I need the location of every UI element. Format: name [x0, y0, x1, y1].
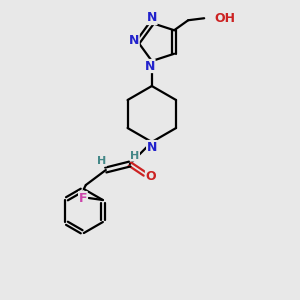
Text: O: O	[146, 169, 156, 182]
Text: F: F	[79, 191, 87, 205]
Text: N: N	[147, 140, 157, 154]
Text: N: N	[129, 34, 139, 46]
Text: H: H	[130, 151, 140, 161]
Text: N: N	[145, 59, 155, 73]
Text: OH: OH	[214, 12, 235, 25]
Text: H: H	[97, 156, 106, 166]
Text: N: N	[147, 11, 157, 25]
